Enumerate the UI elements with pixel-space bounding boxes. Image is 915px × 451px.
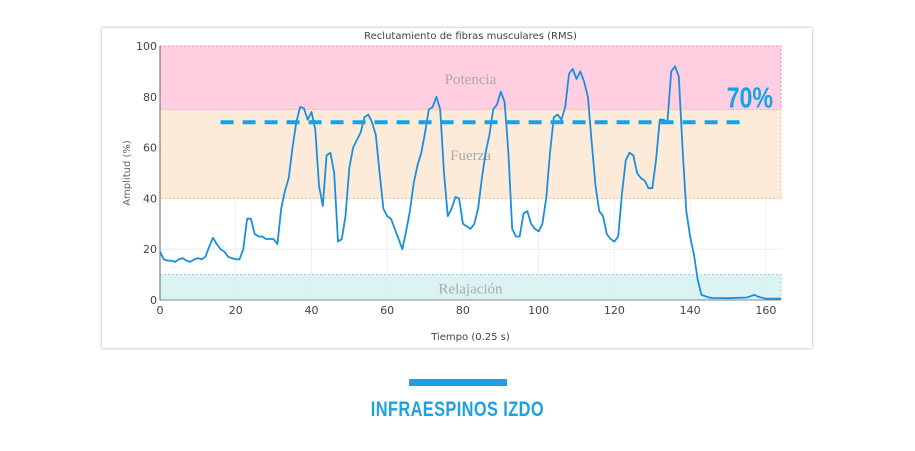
band-label: Relajación [438, 281, 503, 297]
caption-accent-bar [409, 379, 507, 386]
x-axis-title: Tiempo (0.25 s) [430, 332, 510, 343]
y-tick-label: 40 [143, 192, 157, 205]
emg-rms-chart: 0 20 40 60 80 100 120 140 160 0 20 40 60 80 100 Potenci… [122, 31, 782, 343]
y-tick-label: 60 [143, 142, 157, 155]
band-relajación [159, 274, 782, 301]
x-tick-label: 100 [528, 304, 549, 317]
x-tick-label: 0 [157, 304, 164, 317]
band-label: Potencia [445, 72, 497, 88]
muscle-caption: INFRAESPINOS IZDO [370, 398, 544, 421]
band-fuerza [159, 109, 782, 199]
x-tick-label: 40 [304, 304, 318, 317]
band-label: Fuerza [450, 148, 491, 164]
chart-card: 0 20 40 60 80 100 120 140 160 0 20 40 60 80 100 Potenci… [102, 28, 812, 348]
y-tick-label: 0 [150, 294, 157, 307]
chart-title: Reclutamiento de fibras musculares (RMS) [364, 31, 577, 42]
y-axis-title: Amplitud (%) [122, 140, 133, 206]
x-tick-label: 80 [456, 304, 470, 317]
x-tick-label: 160 [755, 304, 776, 317]
y-tick-label: 80 [143, 91, 157, 104]
x-tick-label: 140 [680, 304, 701, 317]
x-tick-label: 60 [380, 304, 394, 317]
threshold-label: 70% [727, 81, 773, 114]
x-tick-label: 120 [604, 304, 625, 317]
x-tick-label: 20 [229, 304, 243, 317]
y-tick-label: 20 [143, 243, 157, 256]
y-tick-label: 100 [136, 40, 157, 53]
